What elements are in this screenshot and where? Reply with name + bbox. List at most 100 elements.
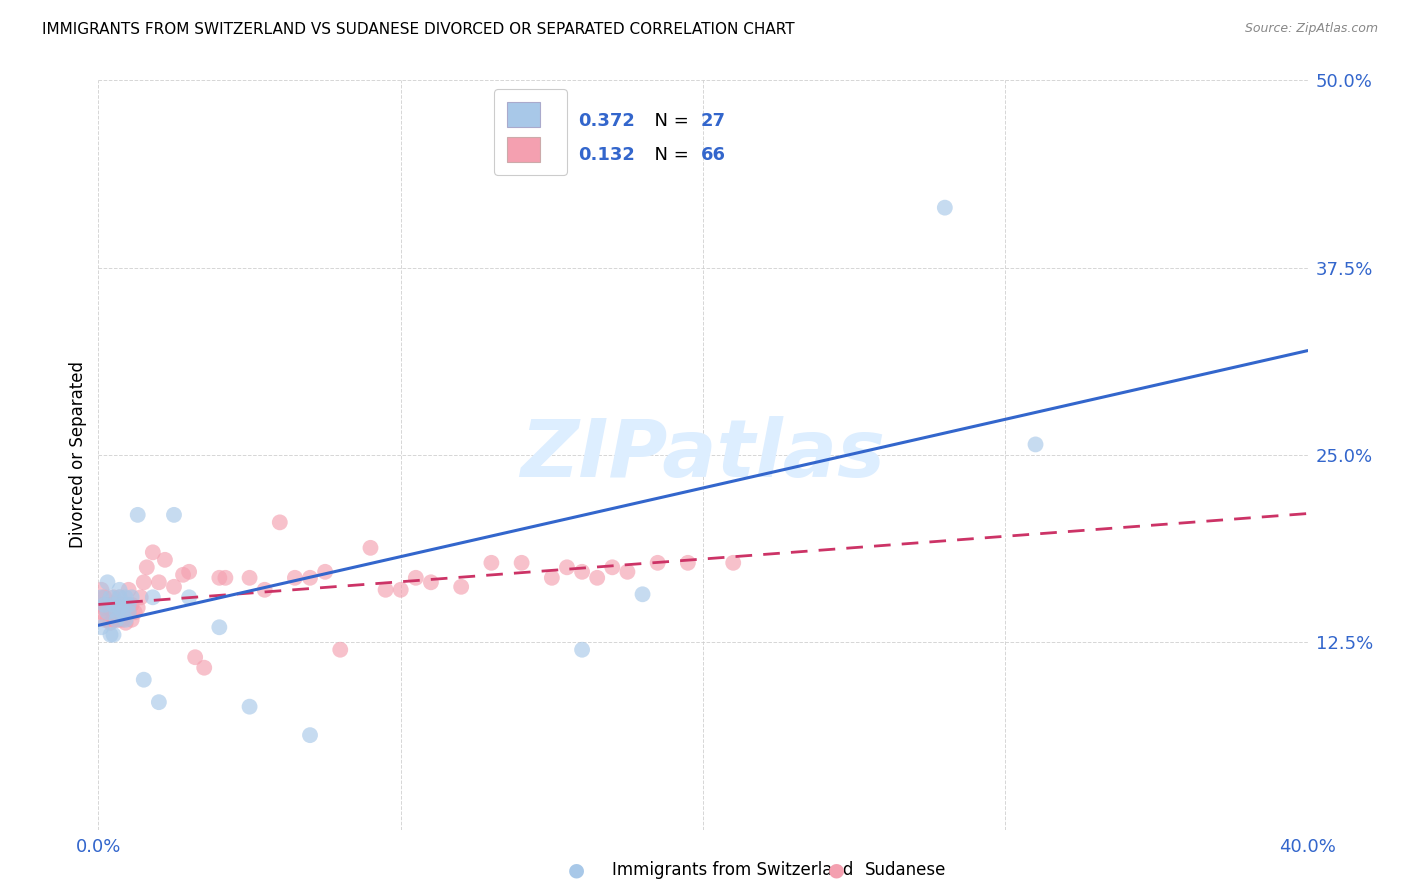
Point [631, 587, 654, 601]
Point [179, 565, 201, 579]
Point [555, 560, 578, 574]
Point [103, 598, 125, 612]
Point [96, 598, 118, 612]
Point [114, 600, 136, 615]
Point [360, 541, 382, 555]
Point [571, 642, 593, 657]
Text: R =: R = [527, 146, 567, 164]
Point [90, 620, 112, 634]
Point [108, 582, 131, 597]
Text: Source: ZipAtlas.com: Source: ZipAtlas.com [1244, 22, 1378, 36]
Point [135, 560, 157, 574]
Point [284, 571, 307, 585]
Point [100, 600, 122, 615]
Point [163, 508, 186, 522]
Point [510, 556, 533, 570]
Point [329, 642, 352, 657]
Point [148, 575, 170, 590]
Point [114, 591, 136, 605]
Point [540, 571, 562, 585]
Point [105, 613, 128, 627]
Point [184, 650, 207, 665]
Point [100, 628, 122, 642]
Point [118, 598, 141, 612]
Point [93, 598, 115, 612]
Point [127, 600, 149, 615]
Text: 27: 27 [700, 112, 725, 130]
Text: R =: R = [527, 112, 567, 130]
Point [132, 673, 155, 687]
Point [616, 565, 638, 579]
Text: Immigrants from Switzerland: Immigrants from Switzerland [612, 861, 853, 879]
Text: 0.372: 0.372 [578, 112, 636, 130]
Point [481, 556, 503, 570]
Point [108, 613, 131, 627]
Point [118, 605, 141, 619]
Point [103, 613, 125, 627]
Point [314, 565, 336, 579]
Point [114, 615, 136, 630]
Point [93, 613, 115, 627]
Point [90, 582, 112, 597]
Point [934, 201, 956, 215]
Point [93, 591, 115, 605]
Point [90, 605, 112, 619]
Point [1024, 437, 1046, 451]
Point [127, 508, 149, 522]
Point [100, 615, 122, 630]
Point [602, 560, 624, 574]
Y-axis label: Divorced or Separated: Divorced or Separated [69, 361, 87, 549]
Point [374, 582, 396, 597]
Point [647, 556, 669, 570]
Point [105, 605, 128, 619]
Point [208, 571, 231, 585]
Text: Sudanese: Sudanese [865, 861, 946, 879]
Point [299, 571, 322, 585]
Point [121, 598, 143, 612]
Point [571, 565, 593, 579]
Point [118, 582, 141, 597]
Point [723, 556, 745, 570]
Point [299, 728, 322, 742]
Point [129, 591, 152, 605]
Point [163, 580, 186, 594]
Point [103, 628, 125, 642]
Point [108, 591, 131, 605]
Text: ●: ● [828, 860, 845, 880]
Point [193, 661, 215, 675]
Point [103, 591, 125, 605]
Point [269, 516, 291, 530]
Text: N =: N = [643, 112, 695, 130]
Point [586, 571, 609, 585]
Point [389, 582, 412, 597]
Text: 66: 66 [700, 146, 725, 164]
Point [124, 605, 146, 619]
Point [239, 699, 262, 714]
Point [142, 591, 165, 605]
Point [420, 575, 443, 590]
Point [450, 580, 472, 594]
Point [239, 571, 262, 585]
Point [105, 600, 128, 615]
Point [405, 571, 427, 585]
Point [118, 598, 141, 612]
Text: 0.132: 0.132 [578, 146, 636, 164]
Point [103, 600, 125, 615]
Point [253, 582, 276, 597]
Point [121, 591, 143, 605]
Point [96, 605, 118, 619]
Point [118, 605, 141, 619]
Text: N =: N = [643, 146, 695, 164]
Point [172, 567, 194, 582]
Point [105, 613, 128, 627]
Legend: , : , [495, 89, 567, 175]
Point [96, 575, 118, 590]
Point [108, 600, 131, 615]
Point [148, 695, 170, 709]
Text: IMMIGRANTS FROM SWITZERLAND VS SUDANESE DIVORCED OR SEPARATED CORRELATION CHART: IMMIGRANTS FROM SWITZERLAND VS SUDANESE … [42, 22, 794, 37]
Text: ●: ● [568, 860, 585, 880]
Point [100, 591, 122, 605]
Point [179, 591, 201, 605]
Point [208, 620, 231, 634]
Point [114, 613, 136, 627]
